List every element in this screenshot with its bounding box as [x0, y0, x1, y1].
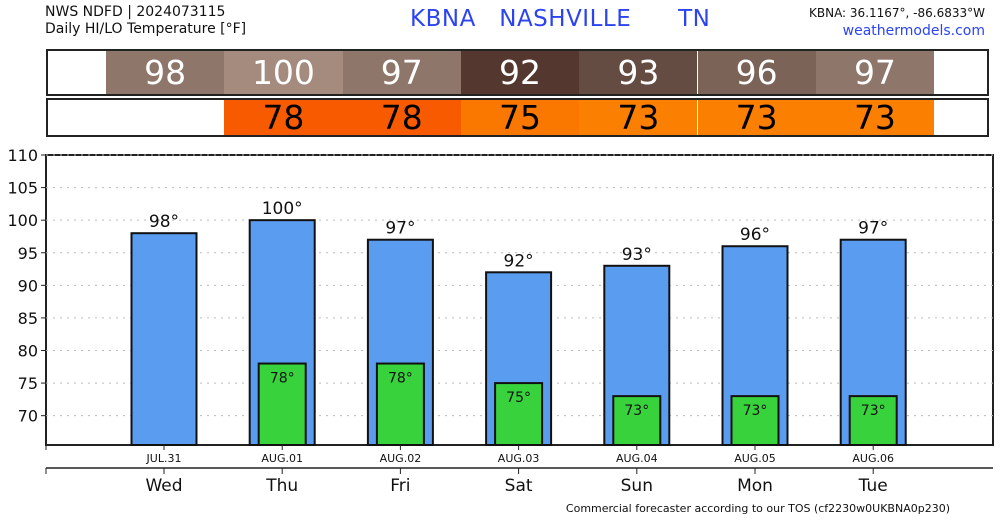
low-temp-cell: 78	[342, 98, 461, 137]
high-temp-cell: 92	[460, 51, 580, 94]
date-label: AUG.05	[734, 452, 776, 465]
high-bar-label: 93°	[622, 245, 652, 265]
low-bar-label: 73°	[624, 403, 649, 419]
low-bar-label: 73°	[743, 403, 768, 419]
low-temp-cell: 73	[697, 98, 816, 137]
y-tick-label: 80	[18, 342, 38, 361]
date-label: AUG.01	[261, 452, 303, 465]
day-label: Fri	[390, 476, 410, 496]
day-label: Thu	[265, 476, 298, 496]
low-bar-label: 78°	[388, 371, 413, 387]
y-tick-label: 95	[18, 244, 38, 263]
product-title: NWS NDFD | 2024073115	[45, 4, 226, 20]
day-label: Sun	[621, 476, 653, 496]
low-temp-cell: 73	[815, 98, 935, 137]
low-bar	[375, 362, 425, 447]
day-label: Mon	[737, 476, 773, 496]
low-bar	[257, 362, 307, 447]
y-tick-label: 85	[18, 309, 38, 328]
low-bar-label: 78°	[270, 371, 295, 387]
footer-note: Commercial forecaster according to our T…	[565, 502, 950, 515]
site-link[interactable]: weathermodels.com	[842, 23, 985, 39]
low-bar	[730, 395, 780, 446]
date-label: AUG.04	[616, 452, 658, 465]
day-label: Tue	[858, 476, 888, 496]
date-label: AUG.03	[498, 452, 540, 465]
low-bar-label: 75°	[506, 390, 531, 406]
low-temp-cell: 78	[224, 98, 343, 137]
date-label: AUG.06	[852, 452, 894, 465]
high-temp-cell: 93	[579, 51, 698, 94]
high-temp-cell: 98	[106, 51, 225, 94]
low-temp-strip: 78 78 75 73 73 73	[46, 98, 989, 137]
y-tick-label: 90	[18, 276, 38, 295]
high-bar-label: 96°	[740, 225, 770, 245]
high-bar	[130, 232, 198, 446]
high-temp-cell: 97	[815, 51, 935, 94]
date-label: JUL.31	[146, 452, 182, 465]
high-temp-cell: 96	[697, 51, 816, 94]
y-tick-label: 100	[7, 211, 38, 230]
y-tick-label: 70	[18, 407, 38, 426]
low-bar	[848, 395, 898, 446]
high-bar-label: 98°	[149, 212, 179, 232]
low-temp-cell: 73	[579, 98, 698, 137]
low-temp-cell: 75	[460, 98, 580, 137]
high-temp-cell: 97	[342, 51, 461, 94]
high-bar-label: 100°	[262, 199, 303, 219]
date-label: AUG.02	[380, 452, 422, 465]
low-bar	[494, 382, 544, 446]
high-bar-label: 92°	[504, 251, 534, 271]
high-bar-label: 97°	[385, 219, 415, 239]
high-temp-strip: 98 100 97 92 93 96 97	[46, 49, 989, 96]
day-label: Wed	[145, 476, 182, 496]
y-tick-label: 110	[7, 146, 38, 165]
low-bar-label: 73°	[861, 403, 886, 419]
day-label: Sat	[505, 476, 533, 496]
high-bar-label: 97°	[858, 219, 888, 239]
y-tick-label: 75	[18, 374, 38, 393]
high-temp-cell: 100	[224, 51, 343, 94]
chart-subtitle: Daily HI/LO Temperature [°F]	[45, 21, 247, 37]
station-name: KBNA NASHVILLE TN	[410, 6, 711, 32]
y-tick-label: 105	[7, 179, 38, 198]
station-coords: KBNA: 36.1167°, -86.6833°W	[808, 6, 985, 20]
